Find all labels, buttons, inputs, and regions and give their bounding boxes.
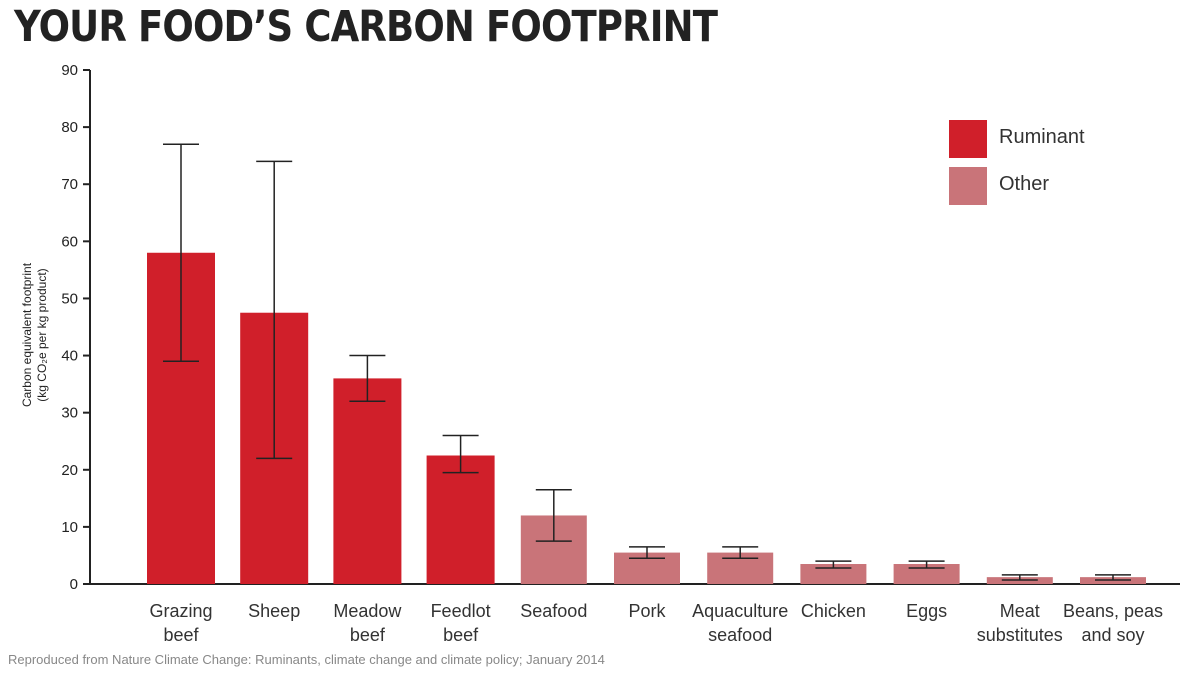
chart-title: YOUR FOOD’S CARBON FOOTPRINT — [14, 2, 718, 52]
x-tick-label-line: Pork — [628, 601, 666, 621]
x-tick-label: Feedlot beef — [431, 601, 491, 645]
y-tick-label: 60 — [61, 233, 78, 250]
x-tick-label-line: Eggs — [906, 601, 947, 621]
x-tick-label: Sheep — [248, 601, 300, 621]
x-tick-label-line: Meadow — [333, 601, 402, 621]
x-tick-label: Meat substitutes — [977, 601, 1063, 645]
bar — [893, 564, 960, 584]
x-tick-label-line: beef — [443, 625, 479, 645]
x-tick-label-line: Feedlot — [431, 601, 491, 621]
y-tick-label: 70 — [61, 176, 78, 193]
legend-label-other: Other — [999, 173, 1050, 195]
x-tick-label-line: and soy — [1081, 625, 1144, 645]
x-tick-label-line: Meat — [1000, 601, 1040, 621]
y-tick-label: 30 — [61, 405, 78, 422]
x-tick-label-line: Seafood — [520, 601, 587, 621]
y-tick-label: 90 — [61, 62, 78, 79]
x-tick-label-line: Beans, peas — [1063, 601, 1163, 621]
x-tick-label-line: substitutes — [977, 625, 1063, 645]
x-tick-label-line: Sheep — [248, 601, 300, 621]
y-tick-label: 80 — [61, 119, 78, 136]
x-tick-label: Meadow beef — [333, 601, 402, 645]
y-tick-label: 10 — [61, 519, 78, 536]
x-tick-label: Pork — [628, 601, 666, 621]
bar — [426, 455, 495, 584]
legend-label-ruminant: Ruminant — [999, 126, 1085, 148]
x-tick-label: Chicken — [801, 601, 866, 621]
bar — [333, 378, 402, 584]
x-tick-label-line: beef — [163, 625, 199, 645]
x-tick-label-line: seafood — [708, 625, 772, 645]
legend-swatch-ruminant — [949, 120, 987, 158]
x-tick-label-line: Grazing — [149, 601, 212, 621]
x-tick-label: Grazing beef — [149, 601, 212, 645]
legend-swatch-other — [949, 167, 987, 205]
y-tick-label: 20 — [61, 462, 78, 479]
source-note: Reproduced from Nature Climate Change: R… — [8, 652, 605, 667]
x-tick-label: Beans, peas and soy — [1063, 601, 1163, 645]
x-tick-label-line: beef — [350, 625, 386, 645]
y-axis-label-line-2: (kg CO₂e per kg product) — [35, 268, 49, 402]
y-tick-label: 40 — [61, 348, 78, 365]
x-tick-label-line: Chicken — [801, 601, 866, 621]
x-tick-label: Aquaculture seafood — [692, 601, 788, 645]
y-axis-label-line-1: Carbon equivalent footprint — [20, 262, 34, 408]
x-tick-label-line: Aquaculture — [692, 601, 788, 621]
x-tick-label: Seafood — [520, 601, 587, 621]
y-tick-label: 0 — [70, 576, 78, 593]
bar — [800, 564, 867, 584]
x-tick-label: Eggs — [906, 601, 947, 621]
y-tick-label: 50 — [61, 290, 78, 307]
